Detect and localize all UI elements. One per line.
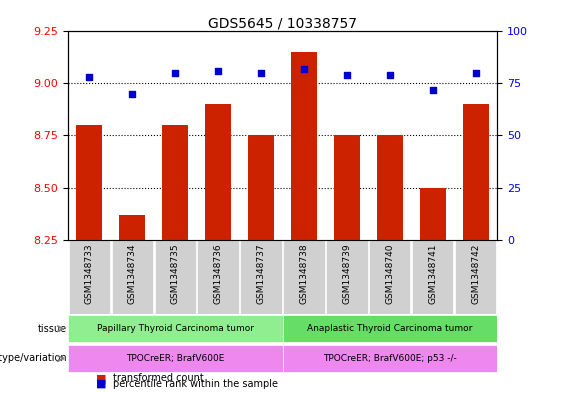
Text: Papillary Thyroid Carcinoma tumor: Papillary Thyroid Carcinoma tumor — [97, 324, 254, 333]
Text: GSM1348734: GSM1348734 — [128, 243, 137, 304]
Text: GSM1348741: GSM1348741 — [428, 243, 437, 304]
FancyBboxPatch shape — [68, 315, 282, 342]
FancyBboxPatch shape — [198, 240, 238, 314]
Text: TPOCreER; BrafV600E; p53 -/-: TPOCreER; BrafV600E; p53 -/- — [323, 354, 457, 363]
Text: GSM1348733: GSM1348733 — [85, 243, 94, 304]
Bar — [334, 136, 360, 240]
FancyBboxPatch shape — [412, 240, 453, 314]
Text: GSM1348735: GSM1348735 — [171, 243, 180, 304]
Bar — [248, 136, 274, 240]
Bar — [291, 52, 317, 240]
Point — [428, 86, 437, 93]
Text: percentile rank within the sample: percentile rank within the sample — [113, 379, 278, 389]
Bar — [205, 104, 231, 240]
FancyBboxPatch shape — [282, 345, 497, 372]
FancyBboxPatch shape — [370, 240, 410, 314]
FancyBboxPatch shape — [282, 315, 497, 342]
Text: ■: ■ — [96, 379, 107, 389]
Bar — [420, 187, 446, 240]
FancyBboxPatch shape — [284, 240, 324, 314]
FancyBboxPatch shape — [69, 240, 110, 314]
FancyBboxPatch shape — [155, 240, 195, 314]
Text: TPOCreER; BrafV600E: TPOCreER; BrafV600E — [126, 354, 224, 363]
Point — [471, 70, 480, 76]
Text: GSM1348738: GSM1348738 — [299, 243, 308, 304]
Text: genotype/variation: genotype/variation — [0, 353, 67, 364]
Text: GSM1348737: GSM1348737 — [257, 243, 266, 304]
Point — [214, 68, 223, 74]
Point — [299, 66, 308, 72]
FancyBboxPatch shape — [327, 240, 367, 314]
Point — [128, 91, 137, 97]
Text: Anaplastic Thyroid Carcinoma tumor: Anaplastic Thyroid Carcinoma tumor — [307, 324, 472, 333]
FancyBboxPatch shape — [68, 345, 282, 372]
Point — [85, 74, 94, 81]
Text: tissue: tissue — [38, 324, 67, 334]
FancyBboxPatch shape — [455, 240, 496, 314]
Point — [342, 72, 351, 78]
Bar — [377, 136, 403, 240]
Text: transformed count: transformed count — [113, 373, 204, 383]
Bar — [76, 125, 102, 240]
Point — [385, 72, 394, 78]
Title: GDS5645 / 10338757: GDS5645 / 10338757 — [208, 16, 357, 30]
Text: GSM1348739: GSM1348739 — [342, 243, 351, 304]
Bar — [119, 215, 145, 240]
Bar — [162, 125, 188, 240]
Bar — [463, 104, 489, 240]
FancyBboxPatch shape — [241, 240, 281, 314]
Text: GSM1348736: GSM1348736 — [214, 243, 223, 304]
Text: GSM1348742: GSM1348742 — [471, 243, 480, 304]
Point — [257, 70, 266, 76]
Text: GSM1348740: GSM1348740 — [385, 243, 394, 304]
Text: ■: ■ — [96, 373, 107, 383]
Point — [171, 70, 180, 76]
FancyBboxPatch shape — [112, 240, 153, 314]
